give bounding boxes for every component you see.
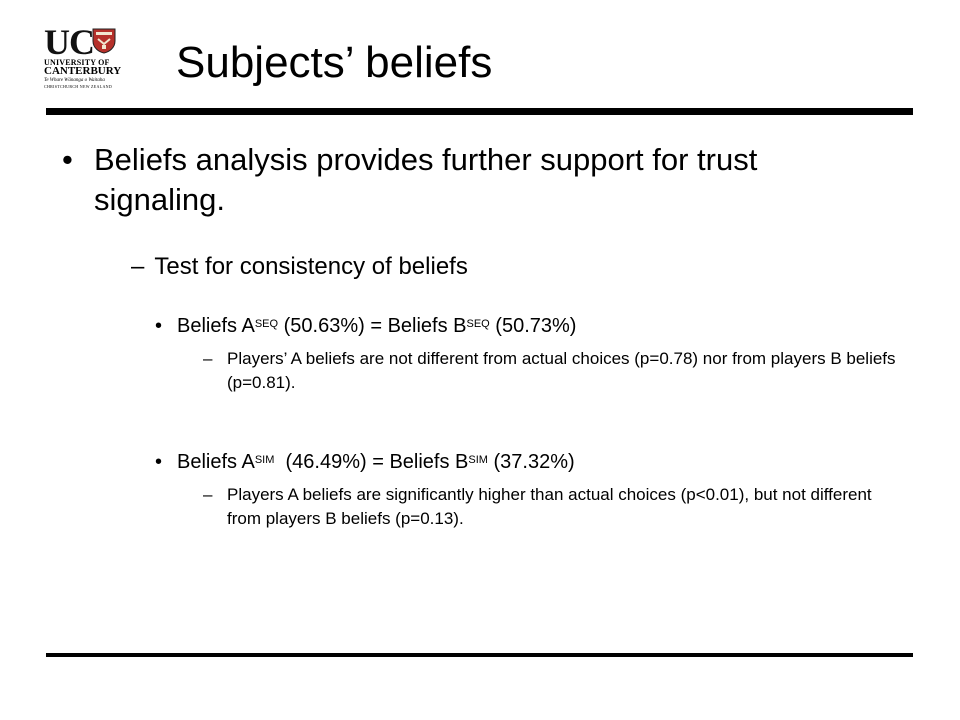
sub-heading: – Test for consistency of beliefs	[131, 251, 468, 283]
sim-sup-b: SIM	[468, 454, 488, 466]
sim-suffix: (37.32%)	[487, 451, 575, 473]
main-bullet-text: Beliefs analysis provides further suppor…	[94, 142, 758, 217]
seq-detail: – Players’ A beliefs are not different f…	[203, 347, 903, 395]
bottom-divider	[46, 653, 913, 657]
seq-suffix: (50.73%)	[489, 315, 577, 337]
dash-marker: –	[131, 253, 145, 280]
seq-mid: (50.63%) = Beliefs B	[278, 315, 467, 337]
dash-marker: –	[203, 349, 213, 368]
sim-detail-text: Players A beliefs are significantly high…	[227, 485, 872, 528]
seq-detail-text: Players’ A beliefs are not different fro…	[227, 349, 896, 392]
bullet-marker: •	[155, 451, 163, 473]
sim-mid: (46.49%) = Beliefs B	[274, 451, 469, 473]
seq-bullet: • Beliefs ASEQ (50.63%) = Beliefs BSEQ (5…	[155, 313, 576, 339]
slide-title: Subjects’ beliefs	[176, 38, 493, 87]
logo-line-4: CHRISTCHURCH NEW ZEALAND	[44, 84, 113, 89]
sub-heading-text: Test for consistency of beliefs	[154, 253, 468, 280]
top-divider	[46, 108, 913, 115]
seq-prefix: Beliefs A	[177, 315, 255, 337]
sim-bullet: • Beliefs ASIM (46.49%) = Beliefs BSIM (3…	[155, 449, 575, 475]
seq-sup-b: SEQ	[466, 318, 490, 330]
dash-marker: –	[203, 485, 213, 504]
logo-abbrev: UC	[44, 22, 95, 62]
seq-sup-a: SEQ	[254, 318, 279, 330]
bullet-marker: •	[155, 315, 163, 337]
crest-icon	[92, 28, 116, 54]
main-bullet: • Beliefs analysis provides further supp…	[62, 140, 882, 220]
logo-line-2: CANTERBURY	[44, 65, 122, 77]
sim-sup-a: SIM	[254, 454, 275, 466]
logo-line-3: Te Whare Wānanga o Waitaha	[44, 78, 105, 83]
logo-line-1: UNIVERSITY OF	[44, 58, 110, 67]
bullet-marker: •	[62, 142, 73, 177]
university-logo: UC UNIVERSITY OF CANTERBURY Te Whare Wān…	[44, 22, 124, 89]
sim-prefix: Beliefs A	[177, 451, 255, 473]
sim-detail: – Players A beliefs are significantly hi…	[203, 483, 903, 531]
